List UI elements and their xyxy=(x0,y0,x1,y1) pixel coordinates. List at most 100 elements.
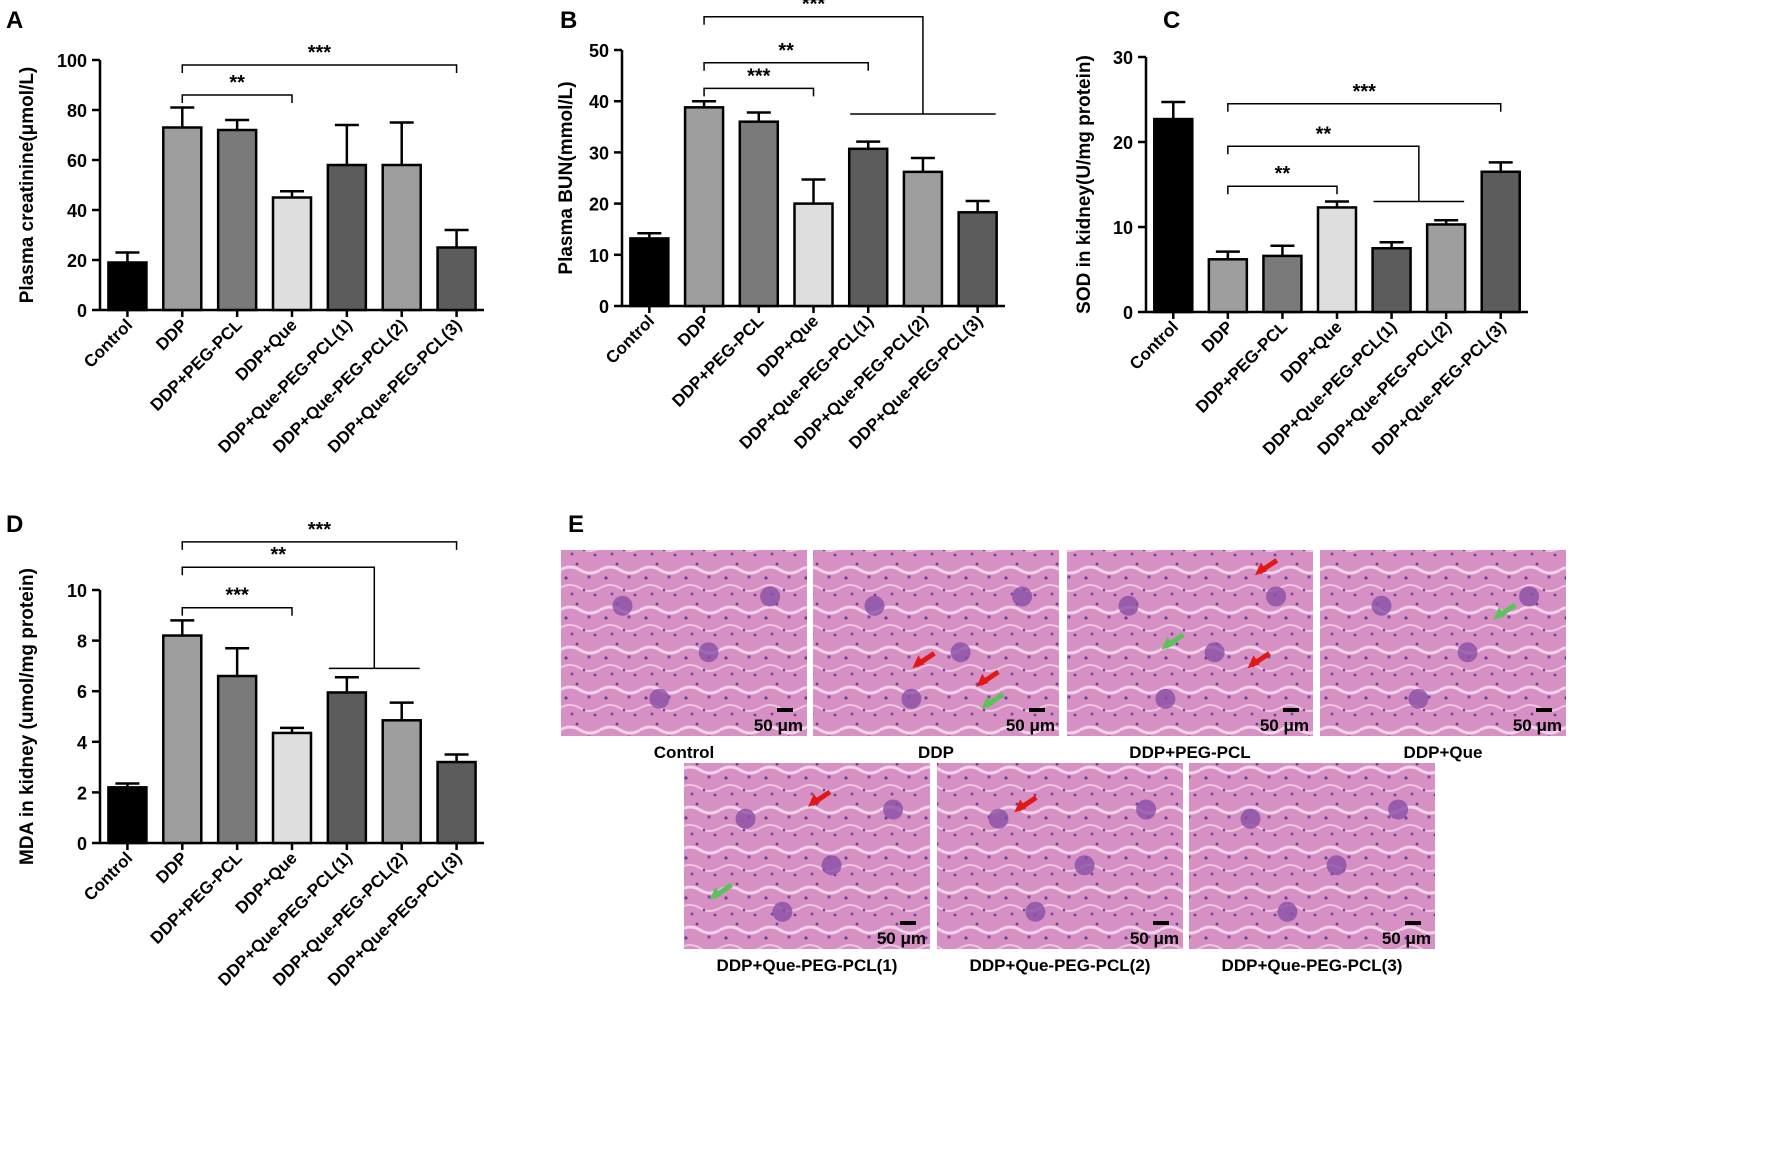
x-tick-label: DDP xyxy=(1198,317,1237,356)
red-arrow-head xyxy=(1254,562,1267,576)
panel-label-b: B xyxy=(560,7,577,34)
y-tick-label: 40 xyxy=(67,201,87,221)
bar xyxy=(381,163,422,312)
significance-label: *** xyxy=(308,42,332,64)
scale-bar-label: 50 μm xyxy=(1130,929,1179,948)
glomerulus xyxy=(698,642,719,663)
bar xyxy=(1153,117,1194,314)
y-tick-label: 0 xyxy=(1123,303,1133,323)
histology-caption: DDP+Que-PEG-PCL(1) xyxy=(717,956,898,975)
y-tick-label: 2 xyxy=(77,783,87,803)
histology-image xyxy=(1320,550,1566,736)
panel-label-e: E xyxy=(568,511,584,538)
bar xyxy=(216,128,258,312)
glomerulus xyxy=(1277,901,1298,922)
histology-caption: DDP+Que-PEG-PCL(3) xyxy=(1222,956,1403,975)
scale-bar-label: 50 μm xyxy=(1382,929,1431,948)
y-tick-label: 80 xyxy=(67,101,87,121)
red-arrow-head xyxy=(976,673,989,687)
y-tick-label: 6 xyxy=(77,682,87,702)
glomerulus xyxy=(1136,799,1157,820)
y-tick-label: 4 xyxy=(77,733,87,753)
glomerulus xyxy=(772,901,793,922)
glomerulus xyxy=(1326,855,1347,876)
significance-label: *** xyxy=(225,585,249,607)
x-tick-label: DDP+PEG-PCL xyxy=(1192,317,1291,416)
glomerulus xyxy=(1408,688,1429,709)
bar xyxy=(1316,206,1358,314)
bar xyxy=(957,211,998,308)
chart-d: 0 2 4 6 8 10 MDA in kidney (umol/mg protein) Co… xyxy=(17,519,484,990)
glomerulus xyxy=(760,586,781,607)
histology-image xyxy=(684,763,930,949)
y-tick-label: 20 xyxy=(67,251,87,271)
x-tick-label: DDP xyxy=(152,848,191,887)
scale-bar-label: 50 μm xyxy=(754,716,803,735)
glomerulus xyxy=(1266,586,1287,607)
y-tick-label: 10 xyxy=(67,581,87,601)
bar xyxy=(1425,223,1467,314)
y-tick-label: 8 xyxy=(77,632,87,652)
bar xyxy=(162,634,203,845)
significance-label: *** xyxy=(747,65,771,87)
bar xyxy=(326,691,368,845)
glomerulus xyxy=(1457,642,1478,663)
y-tick-label: 100 xyxy=(57,51,87,71)
bar xyxy=(216,674,258,845)
histology-caption: Control xyxy=(654,743,714,762)
bar xyxy=(107,786,148,845)
x-tick-label: DDP xyxy=(152,315,191,354)
glomerulus xyxy=(1074,855,1095,876)
significance-bracket xyxy=(1227,185,1338,195)
significance-bracket xyxy=(1227,103,1502,112)
bar xyxy=(902,170,944,308)
x-tick-label: Control xyxy=(1126,317,1182,373)
y-tick-label: 30 xyxy=(589,143,609,163)
significance-bracket xyxy=(703,62,869,71)
histology-panel: 50 μm Control 50 μm DDP 50 μm DDP+PEG-PCL 50 μ… xyxy=(561,550,1566,975)
x-tick-label: DDP xyxy=(674,311,713,350)
glomerulus xyxy=(901,688,922,709)
glomerulus xyxy=(1388,799,1409,820)
bar xyxy=(793,202,834,308)
y-tick-label: 0 xyxy=(77,301,87,321)
histology-image xyxy=(1067,550,1313,736)
bar xyxy=(1371,247,1412,314)
bar xyxy=(436,246,477,312)
y-axis-label: MDA in kidney (umol/mg protein) xyxy=(17,568,38,865)
bar xyxy=(381,719,422,845)
significance-label: ** xyxy=(1275,163,1291,185)
bar xyxy=(1480,170,1521,314)
scale-bar-label: 50 μm xyxy=(877,929,926,948)
bar xyxy=(847,147,889,308)
glomerulus xyxy=(988,808,1009,829)
bar xyxy=(107,261,148,312)
scale-bar-label: 50 μm xyxy=(1260,716,1309,735)
histology-caption: DDP xyxy=(918,743,954,762)
green-arrow-head xyxy=(981,696,994,710)
glomerulus xyxy=(1519,586,1540,607)
glomerulus xyxy=(1025,901,1046,922)
chart-c: 0 10 20 30 SOD in kidney(U/mg protein) Contro… xyxy=(1074,48,1528,459)
significance-bracket xyxy=(1227,145,1465,203)
red-arrow-head xyxy=(807,793,820,807)
y-tick-label: 30 xyxy=(1113,48,1133,68)
scale-bar-label: 50 μm xyxy=(1513,716,1562,735)
bar xyxy=(1207,258,1249,314)
x-tick-label: Control xyxy=(80,315,136,371)
significance-label: ** xyxy=(778,40,794,62)
histology-caption: DDP+Que xyxy=(1404,743,1483,762)
histology-caption: DDP+Que-PEG-PCL(2) xyxy=(970,956,1151,975)
glomerulus xyxy=(1118,595,1139,616)
bar xyxy=(162,126,203,312)
histology-caption: DDP+PEG-PCL xyxy=(1129,743,1250,762)
glomerulus xyxy=(649,688,670,709)
histology-image xyxy=(937,763,1183,949)
glomerulus xyxy=(864,595,885,616)
significance-bracket xyxy=(181,541,458,550)
significance-bracket xyxy=(181,94,293,103)
x-tick-label: Control xyxy=(80,848,136,904)
y-tick-label: 40 xyxy=(589,92,609,112)
